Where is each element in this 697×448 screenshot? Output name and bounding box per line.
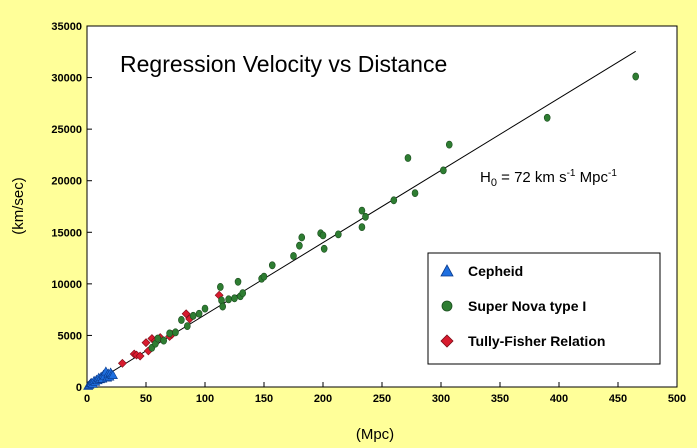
hubble-sub: 0	[491, 177, 497, 189]
y-tick-label: 0	[76, 382, 82, 394]
x-tick-label: 150	[255, 393, 273, 405]
data-point-circle	[231, 294, 238, 303]
data-point-circle	[411, 189, 419, 197]
legend-marker-tully-fisher	[440, 334, 454, 348]
y-tick-label: 15000	[51, 227, 82, 239]
data-point-circle	[154, 334, 162, 343]
data-point-circle	[296, 241, 303, 250]
x-tick-label: 50	[140, 393, 152, 405]
y-tick-label: 20000	[51, 176, 82, 188]
y-tick-label: 35000	[51, 21, 82, 33]
x-tick-label: 350	[491, 393, 509, 405]
y-tick-label: 10000	[51, 279, 82, 291]
x-tick-label: 200	[314, 393, 332, 405]
x-tick-label: 300	[432, 393, 450, 405]
data-point-circle	[217, 283, 224, 291]
x-tick-label: 250	[373, 393, 391, 405]
hubble-mid-2: Mpc	[575, 169, 608, 186]
x-tick-label: 450	[609, 393, 627, 405]
y-tick-label: 5000	[58, 330, 82, 342]
data-point-circle	[178, 316, 185, 324]
data-point-circle	[298, 233, 306, 242]
x-tick-label: 400	[550, 393, 568, 405]
data-point-circle	[362, 212, 369, 221]
data-point-circle	[543, 113, 551, 122]
x-tick-label: 100	[196, 393, 214, 405]
y-tick-label: 30000	[51, 73, 82, 85]
data-point-circle	[234, 277, 242, 286]
data-point-diamond	[117, 358, 127, 368]
data-point-circle	[632, 72, 640, 81]
data-point-circle	[445, 140, 453, 149]
legend-label-supernova: Super Nova type I	[468, 298, 586, 314]
legend-box	[427, 252, 661, 365]
data-point-circle	[225, 295, 232, 304]
legend-label-tully-fisher: Tully-Fisher Relation	[468, 333, 605, 349]
data-point-circle	[260, 272, 268, 281]
data-point-diamond	[141, 338, 151, 348]
data-point-circle	[390, 196, 398, 205]
data-point-circle	[239, 289, 247, 298]
data-point-circle	[358, 206, 366, 215]
data-points	[83, 72, 640, 390]
legend-label-cepheid: Cepheid	[468, 263, 523, 279]
x-tick-label: 0	[84, 393, 90, 405]
data-point-circle	[335, 230, 342, 239]
data-point-triangle	[107, 370, 118, 379]
data-point-circle	[358, 223, 366, 232]
x-axis-label: (Mpc)	[356, 426, 394, 443]
y-axis-label: (km/sec)	[10, 177, 27, 235]
data-point-circle	[201, 304, 209, 313]
data-point-circle	[195, 309, 203, 318]
data-point-circle	[440, 166, 447, 175]
legend-marker-cepheid	[440, 264, 454, 277]
data-point-circle	[184, 322, 191, 331]
data-point-circle	[160, 336, 167, 345]
legend-marker-supernova	[441, 300, 453, 312]
chart-title: Regression Velocity vs Distance	[120, 51, 447, 77]
hubble-sup-2: -1	[608, 168, 617, 179]
data-point-circle	[268, 261, 276, 270]
hubble-constant-annotation: H0 = 72 km s-1 Mpc-1	[480, 168, 617, 189]
data-point-circle	[189, 311, 197, 320]
x-tick-label: 500	[668, 393, 686, 405]
hubble-mid: = 72 km s	[497, 169, 567, 186]
hubble-sup-1: -1	[567, 168, 576, 179]
data-point-diamond	[181, 309, 191, 319]
data-point-circle	[219, 302, 226, 311]
data-point-circle	[290, 252, 297, 260]
hubble-h: H	[480, 169, 491, 186]
data-point-circle	[172, 328, 179, 337]
data-point-circle	[319, 231, 327, 240]
legend: Cepheid Super Nova type I Tully-Fisher R…	[427, 252, 661, 365]
axis-ticks	[86, 25, 678, 388]
data-point-circle	[320, 244, 328, 253]
data-point-diamond	[135, 351, 145, 361]
x-tick-labels: 0 50 100 150 200 250 300 350 400 450 500	[84, 393, 686, 405]
data-point-circle	[166, 329, 173, 338]
y-tick-label: 25000	[51, 124, 82, 136]
data-point-circle	[404, 154, 412, 162]
y-tick-labels: 0 5000 10000 15000 20000 25000 30000 35000	[51, 21, 82, 394]
